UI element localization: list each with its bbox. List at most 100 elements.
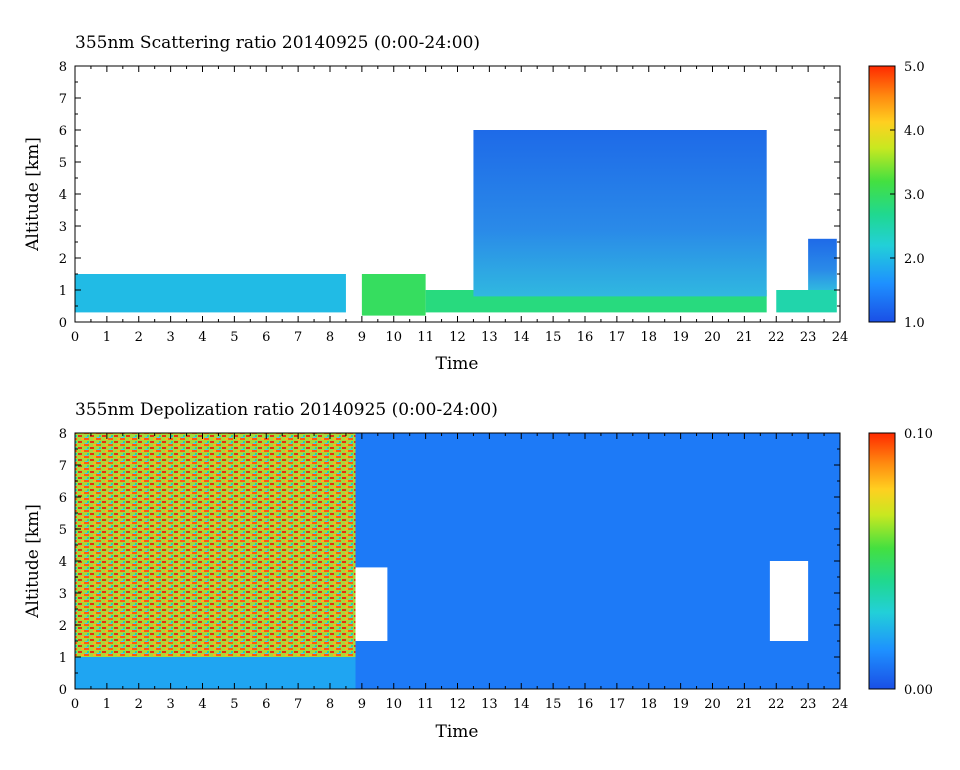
data-region (808, 238, 837, 290)
y-tick-label: 2 (59, 252, 67, 267)
x-tick-label: 10 (385, 697, 402, 712)
x-tick-label: 11 (417, 330, 434, 345)
x-tick-label: 23 (800, 697, 817, 712)
x-tick-label: 1 (103, 697, 111, 712)
x-tick-label: 12 (449, 697, 466, 712)
chart-title: 355nm Scattering ratio 20140925 (0:00-24… (75, 33, 480, 53)
y-tick-label: 0 (59, 316, 67, 331)
data-region (355, 433, 840, 689)
x-tick-label: 21 (736, 330, 753, 345)
x-tick-label: 6 (262, 330, 270, 345)
x-tick-label: 24 (832, 697, 849, 712)
y-tick-label: 1 (59, 651, 67, 666)
colorbar-tick-label: 0.00 (904, 683, 933, 698)
x-tick-label: 17 (609, 330, 626, 345)
x-tick-label: 14 (513, 330, 530, 345)
axes: 0 1 2 3 4 5 6 7 8 9 10 11 12 13 14 15 16 17 18 19 20 21 22 23 24… (59, 60, 849, 345)
x-tick-label: 4 (198, 697, 206, 712)
x-tick-label: 15 (545, 330, 562, 345)
y-tick-label: 6 (59, 491, 67, 506)
data-region (776, 290, 837, 313)
x-tick-label: 0 (71, 330, 79, 345)
x-tick-label: 23 (800, 330, 817, 345)
x-tick-label: 13 (481, 697, 498, 712)
data-region (75, 657, 356, 689)
x-axis-label: Time (436, 354, 479, 374)
x-tick-label: 10 (385, 330, 402, 345)
x-tick-label: 8 (326, 330, 334, 345)
y-tick-label: 8 (59, 60, 67, 75)
data-features (75, 433, 840, 689)
x-tick-label: 9 (358, 697, 366, 712)
x-tick-label: 11 (417, 697, 434, 712)
colorbar-tick-label: 0.10 (904, 427, 933, 442)
y-axis-label: Altitude [km] (23, 504, 43, 619)
colorbar-tick-label: 1.0 (904, 316, 925, 331)
y-axis-label: Altitude [km] (23, 137, 43, 252)
x-tick-label: 20 (704, 330, 721, 345)
data-region (355, 567, 388, 641)
x-tick-label: 1 (103, 330, 111, 345)
depolarization-panel: 355nm Depolization ratio 20140925 (0:00-… (23, 400, 933, 742)
x-tick-label: 12 (449, 330, 466, 345)
x-tick-label: 21 (736, 697, 753, 712)
scattering-panel: 355nm Scattering ratio 20140925 (0:00-24… (23, 33, 925, 374)
data-features (75, 130, 837, 316)
x-tick-label: 16 (577, 330, 594, 345)
x-tick-label: 3 (166, 697, 174, 712)
x-tick-label: 6 (262, 697, 270, 712)
chart-title: 355nm Depolization ratio 20140925 (0:00-… (75, 400, 498, 420)
colorbar: 0.00 0.10 (868, 427, 933, 698)
y-tick-label: 8 (59, 427, 67, 442)
x-tick-label: 14 (513, 697, 530, 712)
x-tick-label: 24 (832, 330, 849, 345)
x-tick-label: 0 (71, 697, 79, 712)
data-region (361, 274, 426, 316)
y-tick-label: 5 (59, 156, 67, 171)
x-tick-label: 4 (198, 330, 206, 345)
x-tick-label: 2 (135, 697, 143, 712)
y-tick-label: 7 (59, 92, 67, 107)
axes: 0 1 2 3 4 5 6 7 8 9 10 11 12 13 14 15 16 17 18 19 20 21 22 23 24… (59, 427, 849, 712)
colorbar-tick-label: 4.0 (904, 124, 925, 139)
y-tick-label: 4 (59, 555, 67, 570)
data-region (75, 433, 356, 657)
x-tick-label: 17 (609, 697, 626, 712)
colorbar-tick-label: 5.0 (904, 60, 925, 75)
y-tick-label: 1 (59, 284, 67, 299)
x-tick-label: 22 (768, 330, 785, 345)
colorbar-gradient (868, 432, 896, 690)
colorbar-tick-label: 3.0 (904, 188, 925, 203)
x-tick-label: 22 (768, 697, 785, 712)
x-tick-label: 9 (358, 330, 366, 345)
y-tick-label: 2 (59, 619, 67, 634)
colorbar-tick-label: 2.0 (904, 252, 925, 267)
x-tick-label: 5 (230, 330, 238, 345)
data-region (75, 274, 346, 313)
x-tick-label: 19 (672, 697, 689, 712)
x-axis-label: Time (436, 722, 479, 742)
y-tick-label: 7 (59, 459, 67, 474)
data-region (473, 130, 767, 297)
x-tick-label: 13 (481, 330, 498, 345)
x-tick-label: 20 (704, 697, 721, 712)
x-tick-label: 15 (545, 697, 562, 712)
colorbar: 1.0 2.0 3.0 4.0 5.0 (868, 60, 925, 331)
y-tick-label: 3 (59, 587, 67, 602)
x-tick-label: 7 (294, 330, 302, 345)
x-tick-label: 19 (672, 330, 689, 345)
x-tick-label: 3 (166, 330, 174, 345)
x-tick-label: 18 (640, 330, 657, 345)
y-tick-label: 6 (59, 124, 67, 139)
x-tick-label: 2 (135, 330, 143, 345)
x-tick-label: 18 (640, 697, 657, 712)
x-tick-label: 8 (326, 697, 334, 712)
x-tick-label: 5 (230, 697, 238, 712)
y-tick-label: 0 (59, 683, 67, 698)
x-tick-label: 7 (294, 697, 302, 712)
data-region (769, 561, 809, 641)
x-tick-label: 16 (577, 697, 594, 712)
y-tick-label: 5 (59, 523, 67, 538)
y-tick-label: 3 (59, 220, 67, 235)
